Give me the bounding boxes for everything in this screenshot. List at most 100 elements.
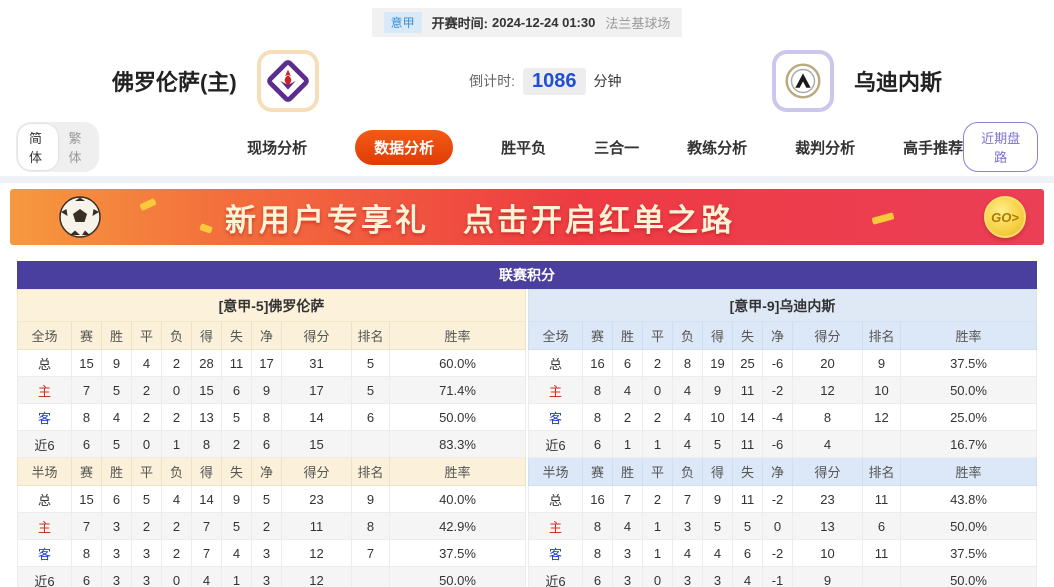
column-header: 胜 [101,321,132,350]
banner-text: 新用户专享礼 点击开启红单之路 [225,195,735,240]
stat-cell: 4 [672,539,703,567]
stat-cell: 6 [221,376,252,404]
column-header: 全场 [17,321,72,350]
stat-cell: 5 [351,376,390,404]
column-header: 失 [732,457,763,486]
stat-cell: 2 [161,403,192,431]
stat-cell: 9 [101,349,132,377]
table-row: 总 15 9 4 2 28 11 17 31 5 60.0% [17,349,526,377]
stat-cell: 37.5% [900,539,1037,567]
lang-traditional[interactable]: 繁体 [68,131,82,165]
lang-simplified[interactable]: 简体 [18,124,58,170]
column-header: 得 [191,457,222,486]
stat-cell: 15 [281,430,352,458]
column-header: 得分 [281,321,352,350]
tab-live-analysis[interactable]: 现场分析 [247,139,308,157]
countdown-label: 倒计时: [469,73,516,89]
tab-referee-analysis[interactable]: 裁判分析 [795,139,856,157]
language-toggle: 简体 繁体 [16,122,100,172]
stat-cell: 8 [582,376,613,404]
stat-cell: 3 [612,539,643,567]
stat-cell: 37.5% [900,349,1037,377]
stat-cell: 8 [672,349,703,377]
venue: 法兰基球场 [605,16,671,31]
promo-banner[interactable]: 新用户专享礼 点击开启红单之路 GO> [10,189,1044,245]
tab-bar: 简体 繁体 现场分析 数据分析 胜平负 三合一 教练分析 裁判分析 高手推荐 近… [0,122,1054,172]
stat-cell: 2 [131,403,162,431]
stat-cell: 50.0% [900,376,1037,404]
stat-cell: 4 [672,430,703,458]
stat-cell: 7 [351,539,390,567]
stat-cell: 6 [582,430,613,458]
stat-cell: 5 [351,349,390,377]
column-header: 排名 [351,321,390,350]
kickoff-label: 开赛时间: [431,16,488,31]
table-row: 总 16 7 2 7 9 11 -2 23 11 43.8% [528,485,1037,513]
stat-cell: 6 [732,539,763,567]
column-header: 失 [732,321,763,350]
tab-data-analysis[interactable]: 数据分析 [355,129,454,165]
table-row: 近6 6 5 0 1 8 2 6 15 83.3% [17,430,526,458]
stat-cell: 2 [612,403,643,431]
stat-cell: 28 [191,349,222,377]
stat-cell: 9 [862,349,901,377]
column-header: 排名 [862,457,901,486]
column-header: 全场 [528,321,583,350]
stat-cell: 9 [251,376,282,404]
stat-cell: 6 [251,430,282,458]
tab-coach-analysis[interactable]: 教练分析 [687,139,748,157]
league-badge: 意甲 [383,12,422,33]
column-header: 失 [221,457,252,486]
stat-cell: 10 [792,539,863,567]
stat-cell: 1 [221,566,252,587]
stat-cell: 11 [221,349,252,377]
stat-cell: 3 [702,566,733,587]
column-header: 半场 [17,457,72,486]
stat-cell: 15 [71,349,102,377]
stat-cell: 0 [161,566,192,587]
countdown: 倒计时: 1086 分钟 [319,67,772,95]
stat-cell: 16 [582,485,613,513]
stat-cell: 8 [251,403,282,431]
stat-cell: 6 [612,349,643,377]
column-header: 排名 [862,321,901,350]
stat-cell: 8 [191,430,222,458]
stat-cell: 4 [131,349,162,377]
column-header: 负 [161,457,192,486]
stat-cell: 5 [221,403,252,431]
column-header: 胜 [101,457,132,486]
stat-cell: 4 [672,376,703,404]
card-title: 联赛积分 [17,261,1037,289]
column-header: 胜 [612,457,643,486]
column-header: 负 [672,321,703,350]
table-row: 客 8 2 2 4 10 14 -4 8 12 25.0% [528,403,1037,431]
column-header: 赛 [582,321,613,350]
stat-cell: 8 [71,403,102,431]
stat-cell: 43.8% [900,485,1037,513]
tab-three-in-one[interactable]: 三合一 [594,139,640,157]
column-header: 得 [191,321,222,350]
stat-cell: 50.0% [389,566,526,587]
column-header: 胜率 [389,457,526,486]
table-row: 总 15 6 5 4 14 9 5 23 9 40.0% [17,485,526,513]
table-row: 近6 6 3 3 0 4 1 3 12 50.0% [17,566,526,587]
stat-cell: 3 [131,539,162,567]
stat-cell: 4 [221,539,252,567]
row-label: 客 [17,539,72,567]
stat-cell: 5 [702,512,733,540]
stat-cell: 4 [732,566,763,587]
table-row: 总 16 6 2 8 19 25 -6 20 9 37.5% [528,349,1037,377]
stat-cell: 16.7% [900,430,1037,458]
tab-expert-picks[interactable]: 高手推荐 [903,139,964,157]
row-label: 总 [17,349,72,377]
recent-odds-button[interactable]: 近期盘路 [963,122,1038,172]
home-team: 佛罗伦萨(主) [112,50,319,112]
stat-cell [351,430,390,458]
row-label: 近6 [528,566,583,587]
stat-cell: 4 [792,430,863,458]
tab-win-draw-loss[interactable]: 胜平负 [501,139,547,157]
table-row: 近6 6 1 1 4 5 11 -6 4 16.7% [528,430,1037,458]
stat-cell: 2 [642,349,673,377]
go-coin-icon[interactable]: GO> [984,196,1026,238]
stat-cell: 12 [862,403,901,431]
